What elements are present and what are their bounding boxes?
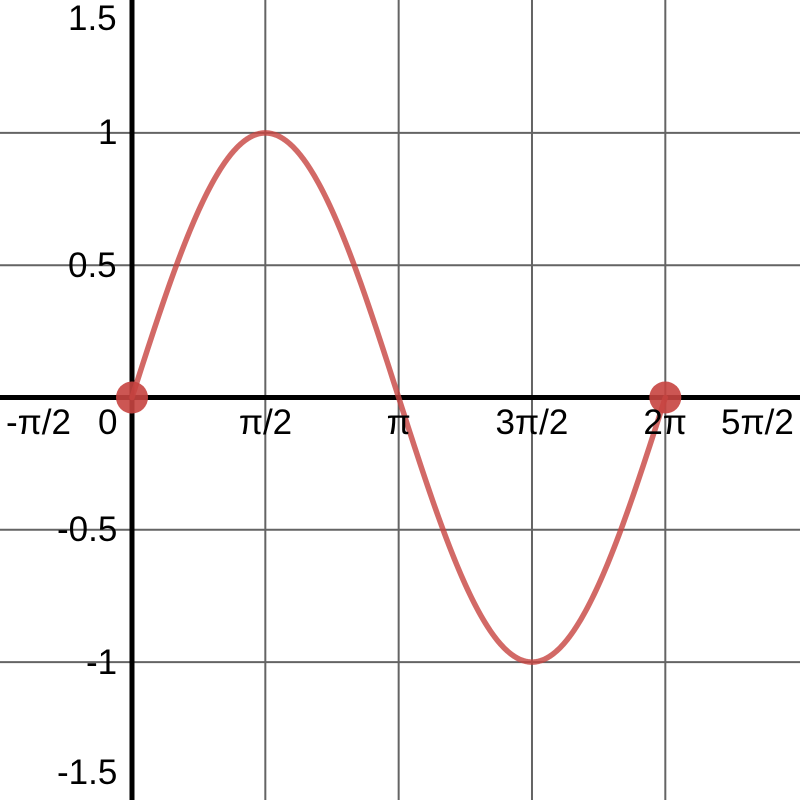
sine-curve[interactable]: [129, 130, 669, 665]
endpoint-dot[interactable]: [649, 381, 682, 414]
endpoint-dot[interactable]: [116, 381, 148, 414]
